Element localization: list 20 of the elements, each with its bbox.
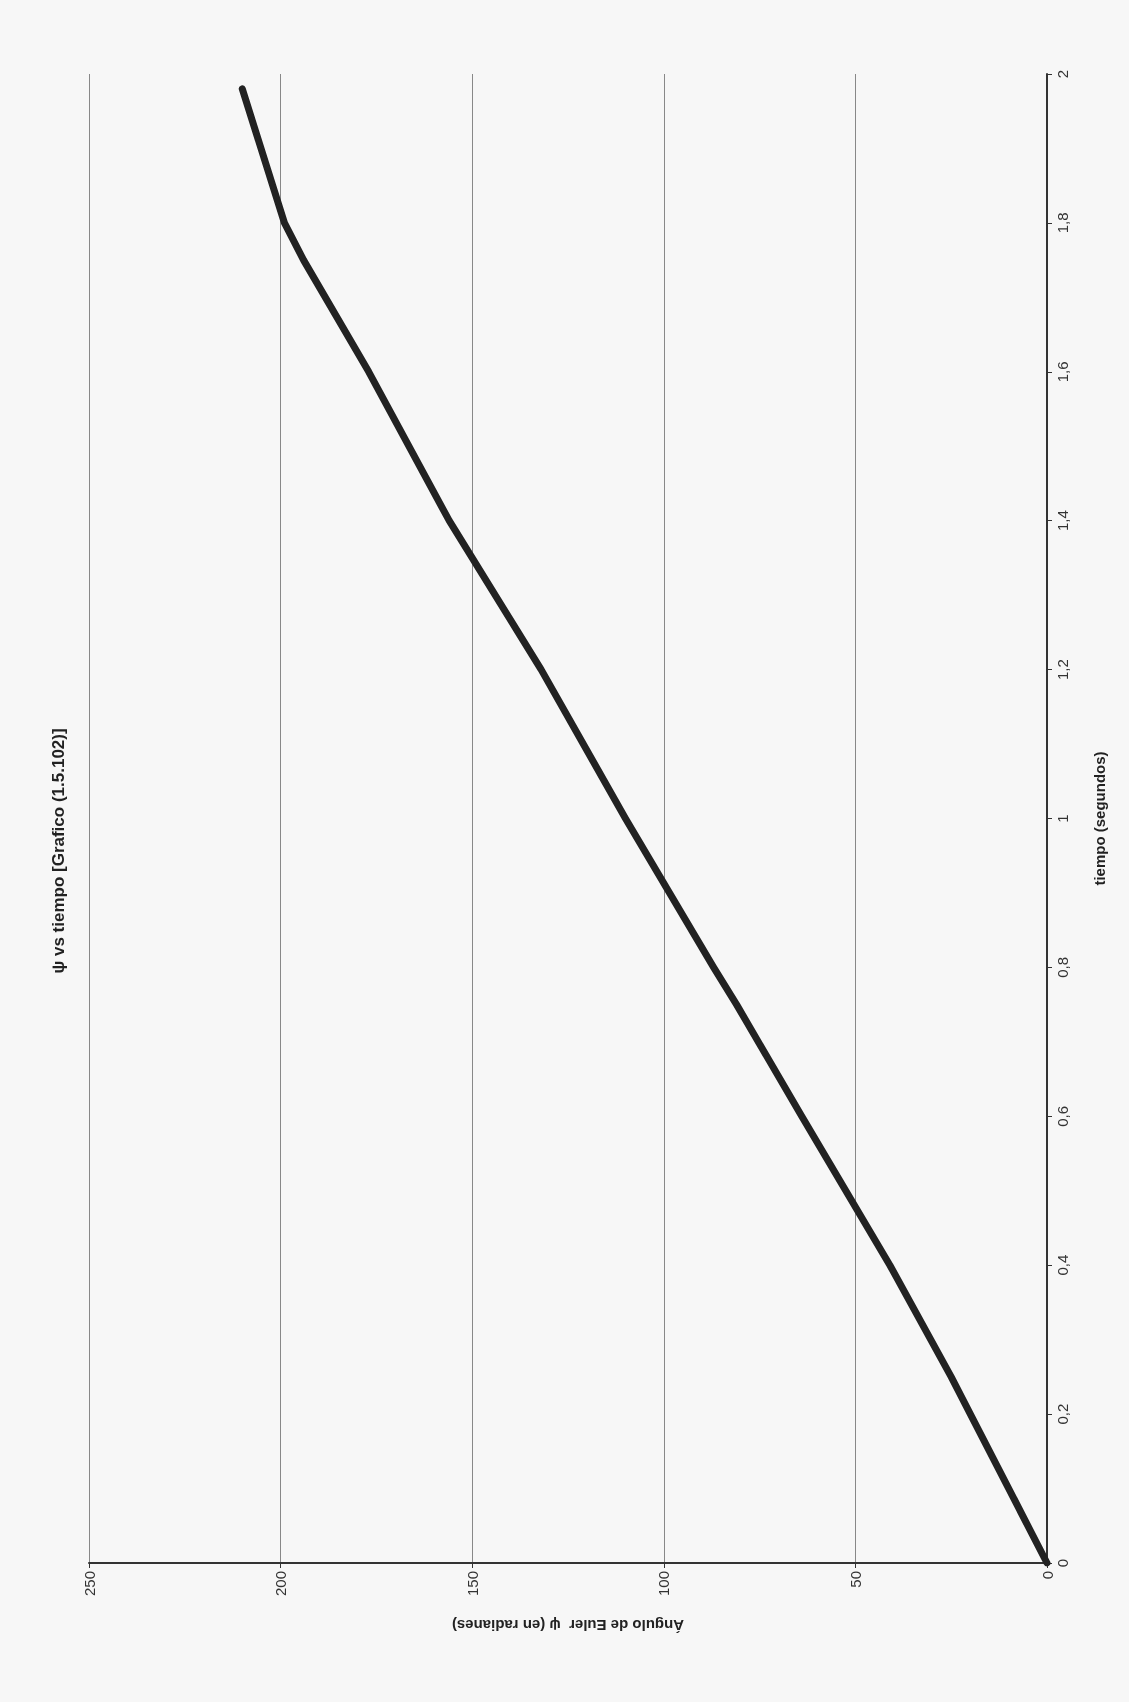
x-tick-label: 200 bbox=[272, 1571, 290, 1597]
y-axis-title: tiempo (segundos) bbox=[1091, 751, 1108, 886]
x-tick-label: 250 bbox=[80, 1571, 98, 1597]
y-tick-label: 1,8 bbox=[1054, 212, 1071, 234]
y-tick-label: 0,4 bbox=[1054, 1254, 1071, 1276]
y-tick-label: 1,6 bbox=[1054, 361, 1071, 383]
x-tick-label: 50 bbox=[846, 1571, 864, 1588]
x-axis-title: Ángulo de Euler ψ (en radianes) bbox=[451, 1617, 685, 1634]
y-tick-label: 1 bbox=[1054, 814, 1071, 823]
text: ψ vs tiempo [Grafico (1.5.102)] bbox=[49, 728, 68, 974]
y-tick-label: 0,8 bbox=[1054, 956, 1071, 978]
y-tick-label: 0,6 bbox=[1054, 1105, 1071, 1127]
x-tick-label: 0 bbox=[1038, 1571, 1056, 1580]
y-tick-label: 0,2 bbox=[1054, 1403, 1071, 1425]
y-tick-label: 0 bbox=[1054, 1558, 1071, 1568]
y-tick-label: 2 bbox=[1054, 69, 1071, 79]
y-tick-label: 1,2 bbox=[1054, 659, 1071, 681]
x-tick-label: 150 bbox=[463, 1571, 481, 1597]
y-tick-label: 1,4 bbox=[1054, 510, 1071, 532]
x-tick-label: 100 bbox=[655, 1571, 673, 1597]
